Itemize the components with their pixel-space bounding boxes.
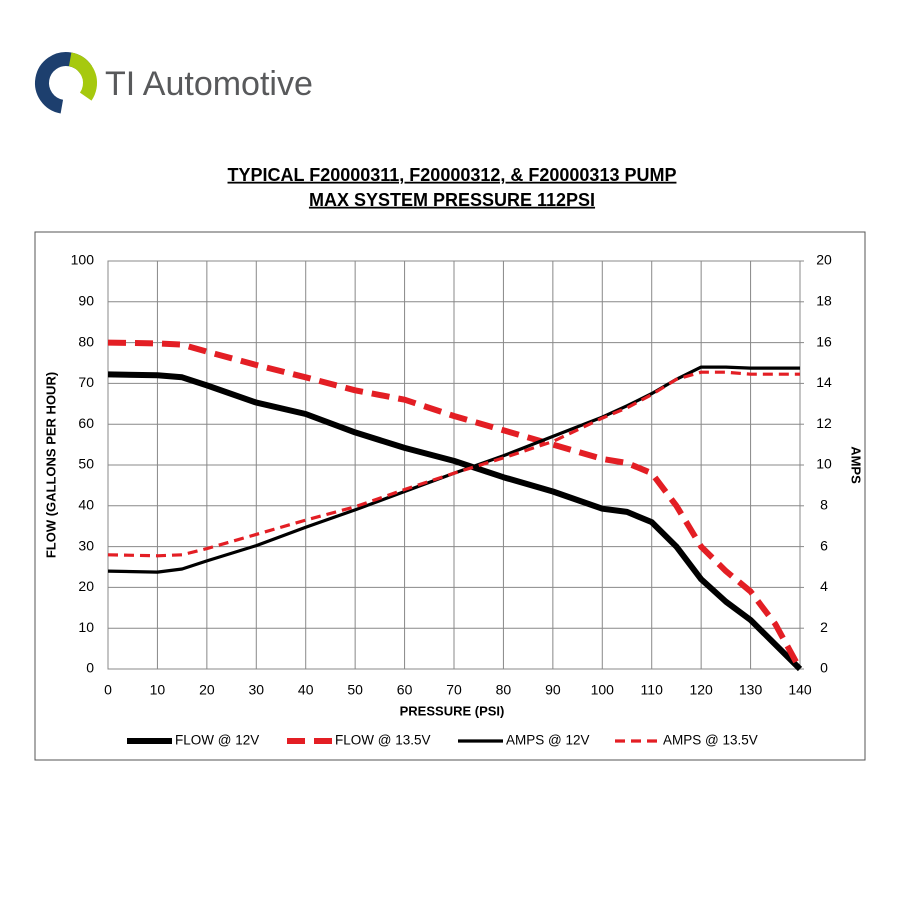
x-tick-label: 140 (788, 682, 812, 698)
x-tick-label: 50 (347, 682, 363, 698)
y2-tick-label: 20 (816, 252, 832, 268)
x-tick-label: 120 (689, 682, 713, 698)
y-tick-label: 80 (78, 333, 94, 349)
y2-tick-label: 0 (820, 660, 828, 676)
y2-tick-label: 2 (820, 619, 828, 635)
series-line (107, 370, 800, 558)
y2-tick-label: 14 (816, 374, 832, 390)
legend-label: FLOW @ 12V (175, 733, 259, 748)
legend-label: AMPS @ 13.5V (663, 733, 758, 748)
x-tick-label: 100 (591, 682, 615, 698)
y2-tick-label: 18 (816, 293, 832, 309)
y-tick-label: 10 (78, 619, 94, 635)
x-axis-label: PRESSURE (PSI) (400, 703, 505, 718)
y2-tick-label: 16 (816, 333, 832, 349)
logo-ring (35, 51, 97, 114)
y2-tick-label: 4 (820, 578, 828, 594)
x-tick-label: 130 (739, 682, 763, 698)
x-tick-label: 10 (150, 682, 166, 698)
x-tick-label: 110 (641, 682, 664, 698)
logo: TI Automotive (35, 51, 313, 114)
y-tick-label: 60 (78, 415, 94, 431)
x-tick-label: 80 (496, 682, 512, 698)
y2-tick-label: 12 (816, 415, 832, 431)
y-tick-label: 40 (78, 497, 94, 513)
y-tick-label: 30 (78, 537, 94, 553)
chart-subtitle: MAX SYSTEM PRESSURE 112PSI (309, 190, 595, 210)
series-line (107, 365, 800, 574)
legend-item: AMPS @ 13.5V (615, 733, 758, 748)
legend-label: FLOW @ 13.5V (335, 733, 430, 748)
chart-frame (34, 231, 866, 761)
x-tick-label: 40 (298, 682, 314, 698)
y-tick-label: 20 (78, 578, 94, 594)
y-tick-label: 0 (86, 660, 94, 676)
y-axis-label: FLOW (GALLONS PER HOUR) (43, 372, 58, 558)
legend-item: FLOW @ 12V (127, 733, 259, 748)
x-tick-label: 90 (545, 682, 561, 698)
chart-title: TYPICAL F20000311, F20000312, & F2000031… (228, 165, 677, 185)
y2-tick-label: 6 (820, 537, 828, 553)
x-tick-label: 60 (397, 682, 413, 698)
legend-label: AMPS @ 12V (506, 733, 590, 748)
y2-tick-label: 8 (820, 497, 828, 513)
x-tick-label: 70 (446, 682, 462, 698)
y2-tick-label: 10 (816, 456, 832, 472)
plot-border (107, 260, 801, 670)
y-tick-label: 100 (71, 252, 95, 268)
x-tick-label: 20 (199, 682, 215, 698)
brand: TI Automotive (105, 65, 313, 103)
x-tick-label: 30 (248, 682, 264, 698)
y-tick-label: 90 (78, 293, 94, 309)
y2-axis-label: AMPS (849, 446, 864, 484)
y-tick-label: 70 (78, 374, 94, 390)
y-tick-label: 50 (78, 456, 94, 472)
legend-item: FLOW @ 13.5V (287, 733, 430, 748)
series-line (107, 371, 803, 672)
legend-item: AMPS @ 12V (458, 733, 590, 748)
series-line (107, 339, 803, 671)
x-tick-label: 0 (104, 682, 112, 698)
